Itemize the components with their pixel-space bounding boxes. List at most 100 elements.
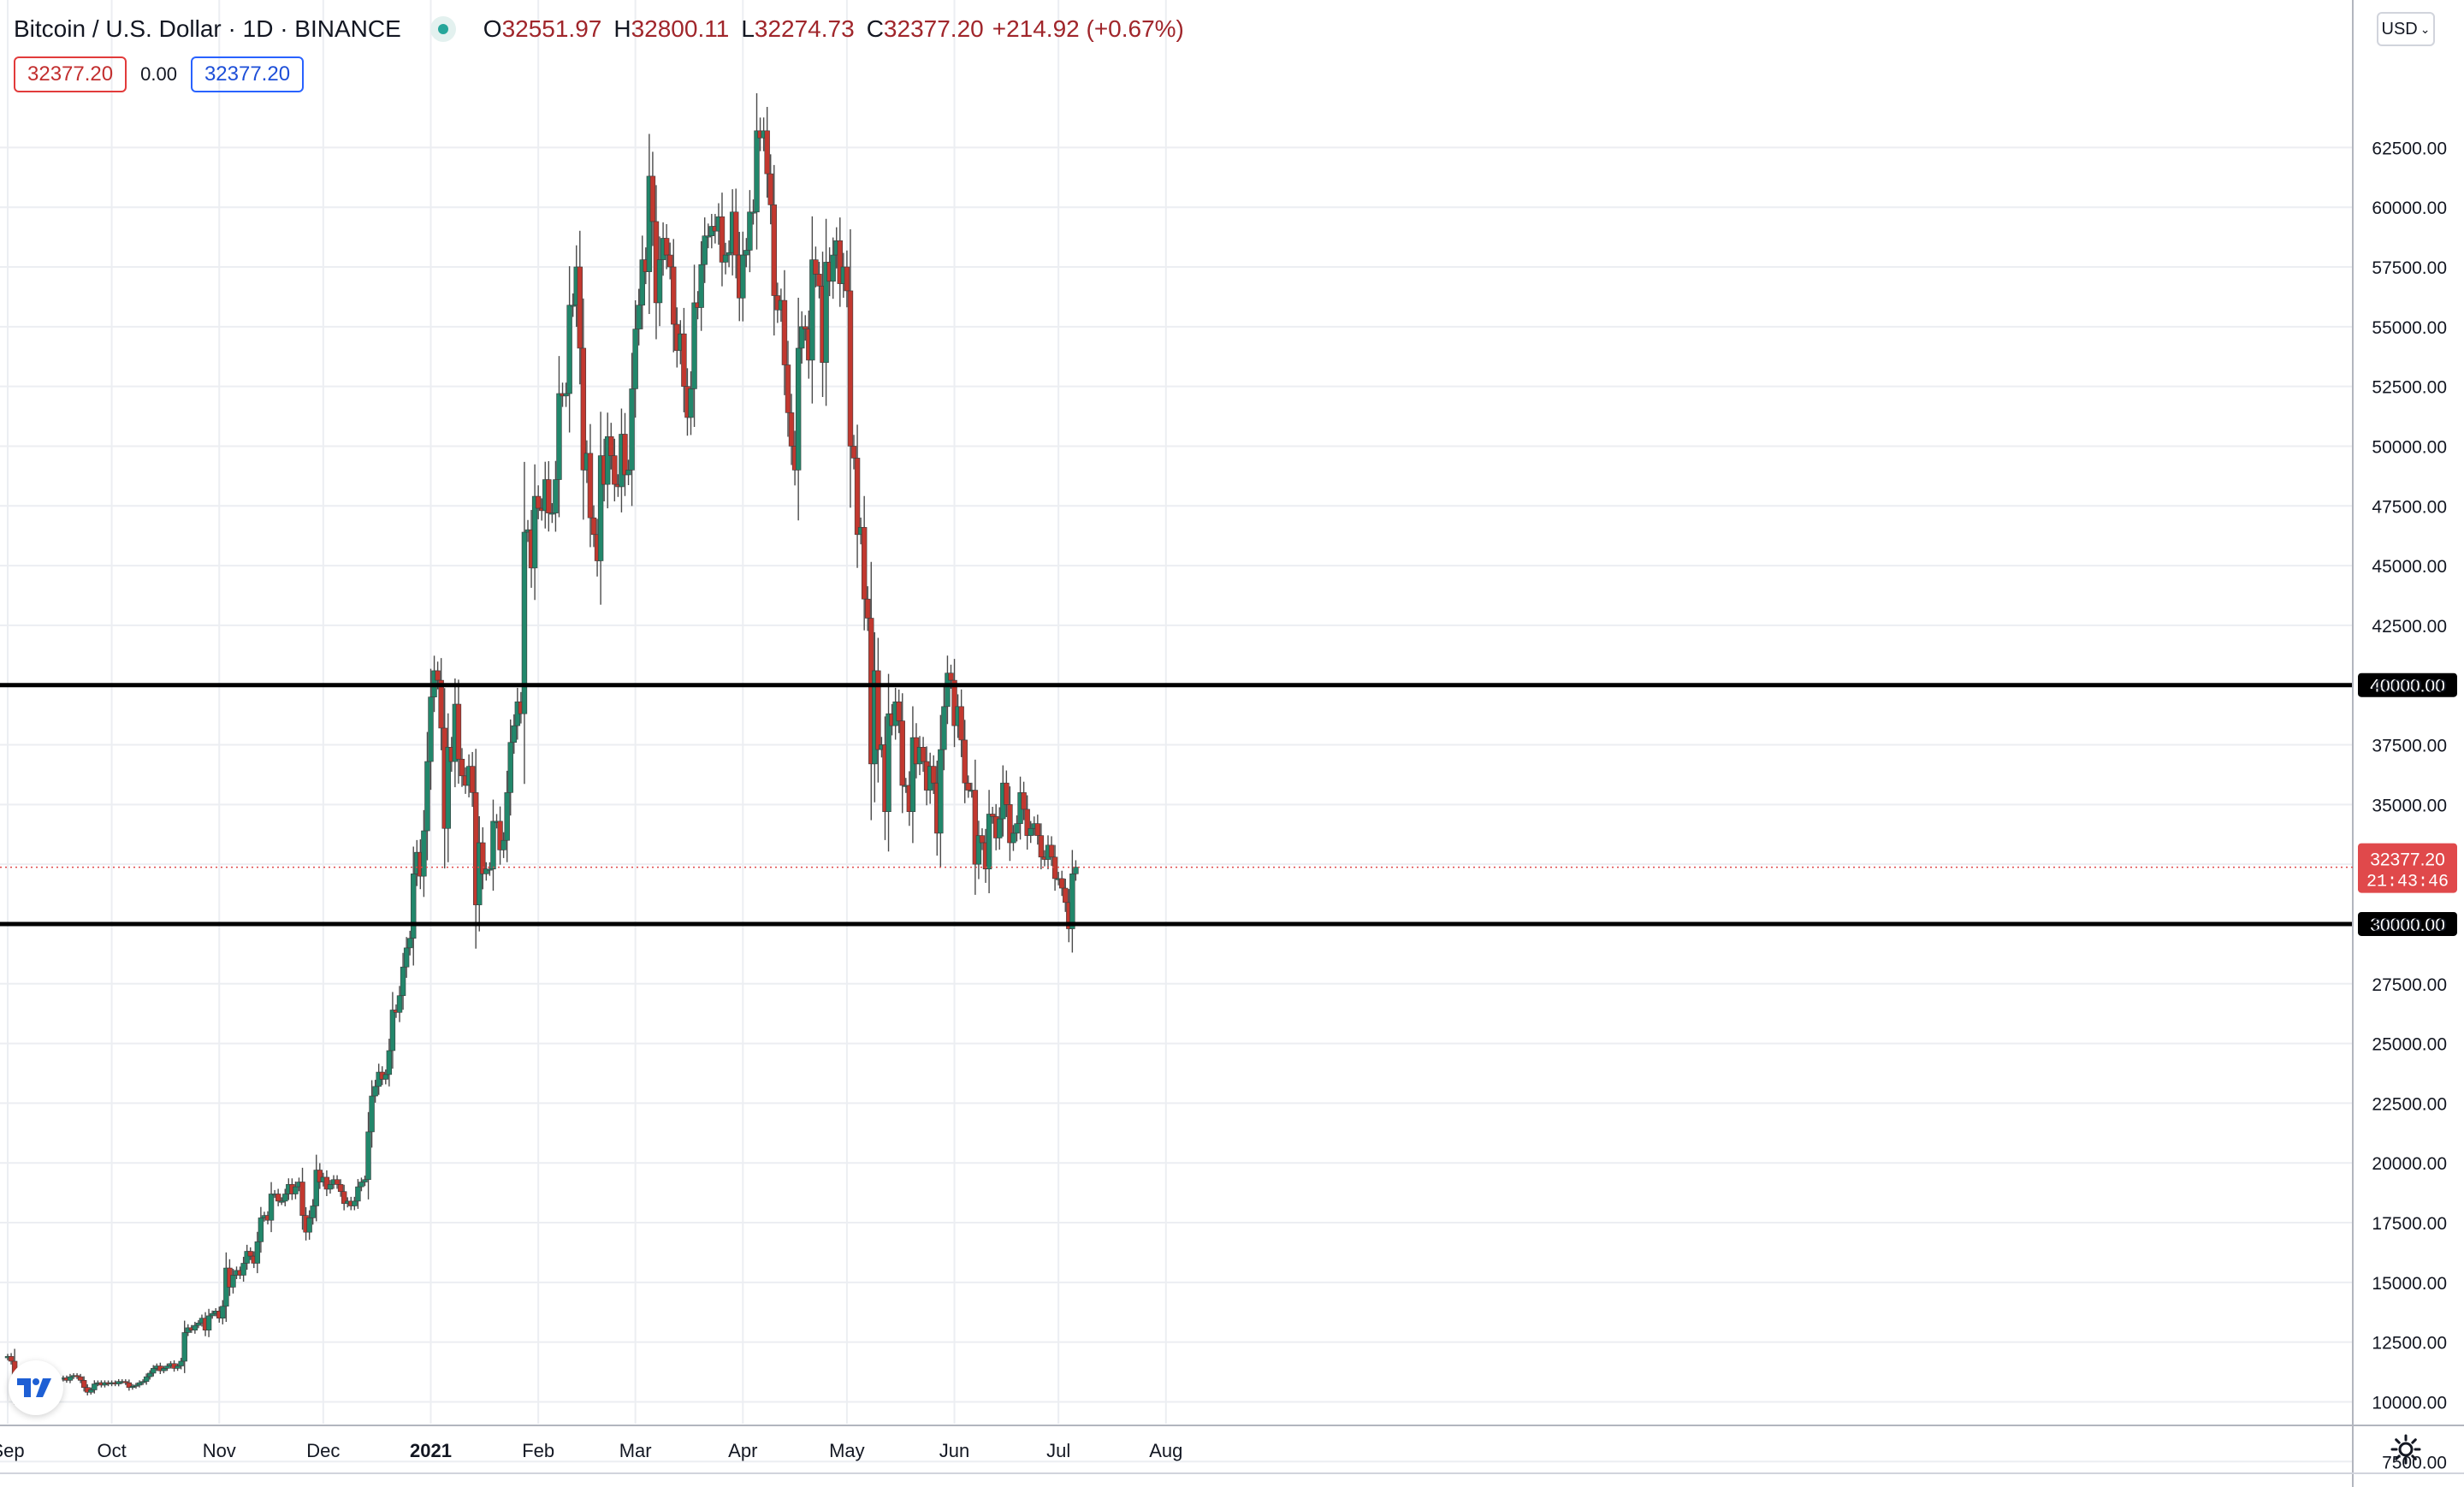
high-label: H [613, 15, 631, 42]
y-tick-label: 12500.00 [2372, 1334, 2447, 1354]
candle-up [192, 1324, 198, 1330]
x-tick-label: May [829, 1440, 865, 1461]
candle-up [406, 938, 413, 949]
candle-up [133, 1384, 139, 1387]
candle-up [521, 531, 528, 714]
x-tick-label: Jun [939, 1440, 969, 1461]
tradingview-logo-icon[interactable] [9, 1360, 63, 1415]
candle-up [691, 302, 697, 389]
candle-up [181, 1332, 187, 1362]
candle-down [8, 1356, 15, 1362]
price-tag-countdown: 21:43:46 [2366, 873, 2449, 892]
level-label: 40000.00 [2370, 677, 2445, 696]
candle-down [317, 1170, 323, 1182]
x-tick-label: Mar [619, 1440, 652, 1461]
symbol-header: Bitcoin / U.S. Dollar · 1D · BINANCE O 32… [14, 12, 1184, 46]
open-value: 32551.97 [501, 15, 602, 42]
candle-down [1048, 844, 1055, 858]
candle-down [788, 412, 795, 447]
candle-up [740, 254, 746, 299]
candle-up [605, 435, 611, 485]
low-value: 32274.73 [754, 15, 855, 42]
candle-down [622, 434, 628, 476]
candle-down [671, 266, 677, 325]
candle-down [590, 517, 597, 536]
candle-up [293, 1186, 299, 1194]
candle-down [480, 842, 486, 874]
candle-down [962, 739, 968, 784]
candle-up [421, 830, 427, 877]
candle-down [455, 703, 462, 760]
candle-down [771, 204, 777, 296]
candle-down [577, 266, 583, 349]
candle-down [80, 1380, 87, 1388]
settings-gear-icon[interactable] [2389, 1432, 2423, 1466]
candle-down [816, 274, 822, 287]
candle-up [136, 1382, 143, 1386]
candle-up [240, 1263, 246, 1276]
x-tick-label: Oct [97, 1440, 126, 1461]
candle-up [809, 259, 815, 361]
x-tick-label: 2021 [410, 1440, 452, 1461]
candle-down [337, 1184, 344, 1193]
candle-down [275, 1194, 281, 1202]
currency-label: USD [2381, 19, 2418, 39]
buy-button[interactable]: 32377.20 [190, 56, 305, 92]
y-tick-label: 52500.00 [2372, 378, 2447, 398]
candle-down [247, 1251, 253, 1257]
candle-up [164, 1366, 170, 1369]
candle-up [941, 706, 947, 750]
candle-up [549, 512, 555, 515]
candle-up [258, 1217, 264, 1242]
currency-selector[interactable]: USD ⌄ [2377, 12, 2435, 46]
candle-up [220, 1306, 226, 1319]
candle-down [854, 458, 861, 536]
candle-up [656, 259, 663, 304]
candle-up [313, 1170, 319, 1206]
x-tick-label: Aug [1149, 1440, 1182, 1461]
candle-up [646, 175, 653, 272]
chevron-down-icon: ⌄ [2420, 21, 2431, 36]
y-tick-label: 45000.00 [2372, 557, 2447, 577]
candle-up [909, 737, 916, 813]
candle-down [1051, 856, 1058, 880]
candle-up [362, 1179, 368, 1182]
candle-down [948, 672, 954, 681]
candle-up [705, 235, 711, 238]
candle-down [951, 679, 957, 726]
candle-up [702, 235, 708, 265]
candle-up [365, 1131, 371, 1181]
candle-up [67, 1376, 74, 1381]
candle-down [899, 720, 905, 786]
candle-up [722, 254, 729, 263]
candle-up [254, 1241, 261, 1264]
candle-down [732, 211, 739, 256]
candle-down [299, 1182, 305, 1216]
candle-down [1038, 835, 1045, 858]
candle-up [369, 1095, 375, 1133]
horizontal-levels: 40000.00 30000.00 [0, 672, 2457, 936]
candle-up [151, 1368, 157, 1374]
market-status-icon[interactable] [429, 16, 456, 42]
candle-down [1063, 887, 1069, 903]
candle-up [1069, 874, 1075, 929]
candle-down [803, 326, 808, 329]
sell-button[interactable]: 32377.20 [14, 56, 127, 92]
symbol-title[interactable]: Bitcoin / U.S. Dollar · 1D · BINANCE [14, 15, 401, 42]
candle-down [989, 814, 996, 817]
close-label: C [866, 15, 884, 42]
candle-up [975, 835, 982, 865]
candle-down [122, 1381, 129, 1383]
chart-grid [0, 0, 2353, 1463]
candle-up [799, 326, 805, 349]
candle-up [507, 742, 513, 793]
candle-up [386, 1050, 393, 1075]
y-tick-label: 22500.00 [2372, 1094, 2447, 1114]
candle-up [352, 1200, 358, 1206]
candle-up [490, 821, 496, 870]
candle-down [764, 130, 770, 175]
candle-up [372, 1086, 378, 1097]
candle-down [979, 835, 986, 844]
